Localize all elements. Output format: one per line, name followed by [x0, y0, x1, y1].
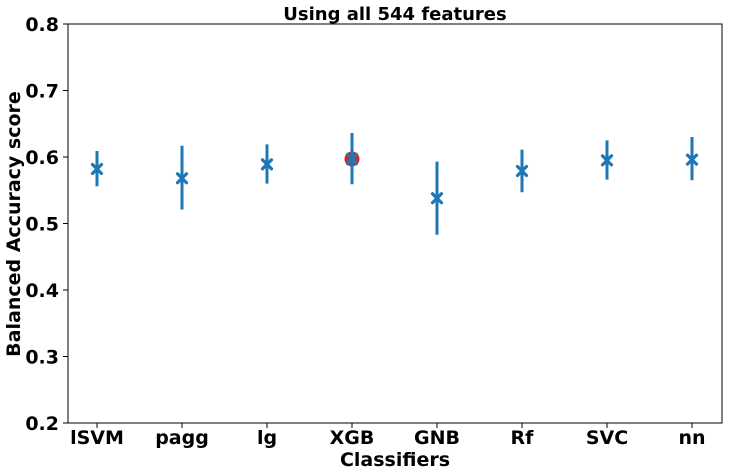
y-tick-label: 0.8	[25, 14, 59, 36]
y-tick-label: 0.7	[25, 81, 59, 103]
x-axis: lSVM pagg lg XGB GNB Rf SVC nn	[70, 423, 706, 449]
x-tick-label: lSVM	[70, 427, 124, 449]
series-marks	[90, 133, 699, 235]
y-tick-label: 0.4	[25, 280, 59, 302]
x-tick-label: Rf	[511, 427, 535, 449]
chart-title: Using all 544 features	[283, 4, 506, 25]
data-point	[175, 172, 189, 185]
data-point	[260, 158, 274, 171]
y-tick-label: 0.3	[25, 347, 59, 369]
y-axis: 0.2 0.3 0.4 0.5 0.6 0.7 0.8	[25, 14, 68, 435]
x-tick-label: GNB	[414, 427, 460, 449]
data-point	[345, 152, 359, 166]
x-tick-label: SVC	[586, 427, 628, 449]
y-tick-label: 0.2	[25, 413, 59, 435]
x-tick-label: nn	[678, 427, 705, 449]
data-point	[515, 164, 529, 178]
data-point	[90, 162, 104, 176]
data-point	[430, 192, 444, 205]
x-tick-label: lg	[257, 427, 277, 449]
y-axis-label: Balanced Accuracy score	[3, 91, 25, 357]
y-tick-label: 0.5	[25, 214, 59, 236]
y-tick-label: 0.6	[25, 147, 59, 169]
data-point	[685, 153, 699, 166]
data-point	[600, 154, 614, 167]
x-tick-label: pagg	[155, 427, 209, 449]
x-axis-label: Classifiers	[340, 449, 450, 470]
x-tick-label: XGB	[330, 427, 375, 449]
